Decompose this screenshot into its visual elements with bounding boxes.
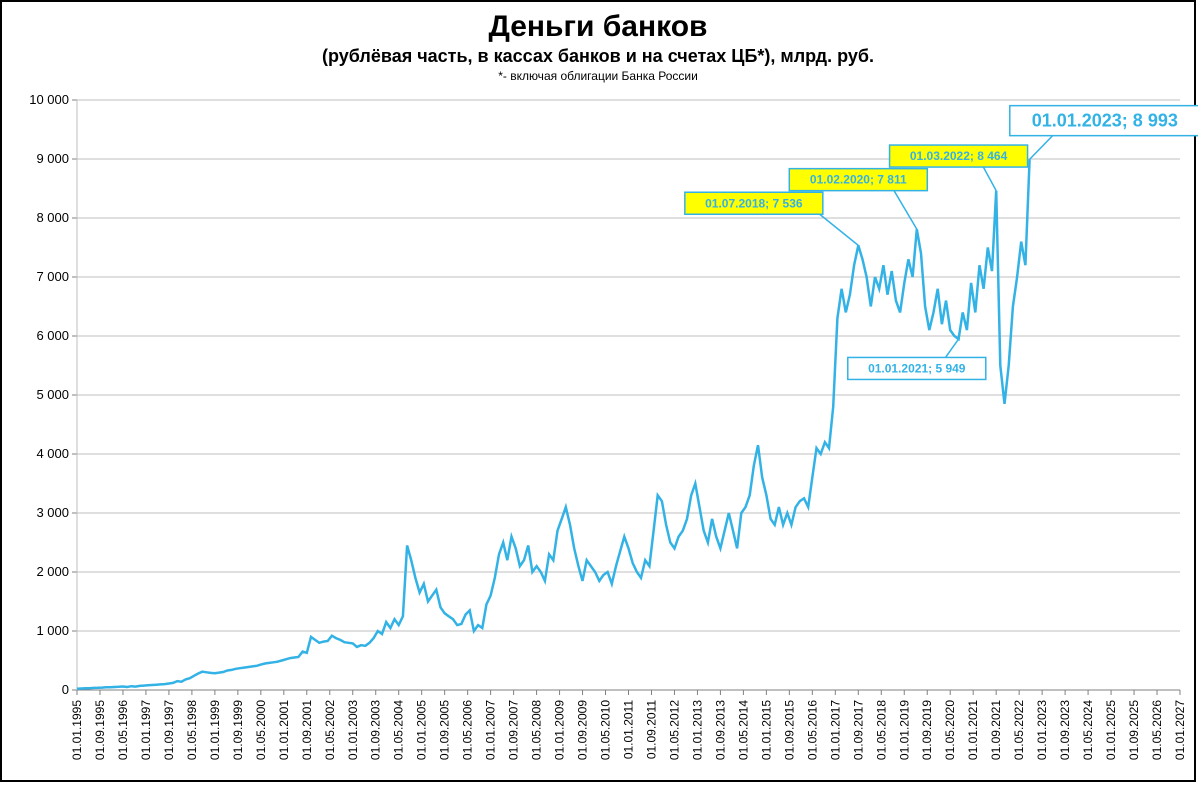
svg-text:9 000: 9 000 [36,151,69,166]
svg-text:01.01.2021: 01.01.2021 [966,700,980,760]
svg-text:01.01.1999: 01.01.1999 [208,700,222,760]
svg-text:6 000: 6 000 [36,328,69,343]
svg-text:01.09.1997: 01.09.1997 [162,700,176,760]
svg-text:01.01.2003: 01.01.2003 [346,700,360,760]
svg-text:01.01.2019: 01.01.2019 [897,700,911,760]
svg-text:01.01.1995: 01.01.1995 [70,700,84,760]
svg-text:01.05.2008: 01.05.2008 [530,700,544,760]
chart-plot: 0 1 000 2 000 3 000 4 000 5 000 6 000 7 000 8 00… [2,2,1198,784]
svg-text:01.01.2027: 01.01.2027 [1173,700,1187,760]
svg-text:01.09.2005: 01.09.2005 [438,700,452,760]
svg-text:2 000: 2 000 [36,564,69,579]
svg-text:01.01.2011: 01.01.2011 [622,700,636,759]
svg-text:01.05.2004: 01.05.2004 [392,700,406,760]
chart-container: Деньги банков (рублёвая часть, в кассах … [0,0,1196,782]
svg-text:01.09.2011: 01.09.2011 [644,700,658,759]
svg-text:01.09.2015: 01.09.2015 [782,700,796,760]
svg-text:01.09.1995: 01.09.1995 [93,700,107,760]
svg-text:01.05.2018: 01.05.2018 [874,700,888,760]
svg-text:01.09.2023: 01.09.2023 [1058,700,1072,760]
svg-text:01.05.2000: 01.05.2000 [254,700,268,760]
svg-text:01.09.2017: 01.09.2017 [851,700,865,760]
svg-text:01.05.2002: 01.05.2002 [323,700,337,760]
svg-text:01.09.2003: 01.09.2003 [369,700,383,760]
svg-text:01.01.2005: 01.01.2005 [415,700,429,760]
svg-text:01.05.2026: 01.05.2026 [1150,700,1164,760]
svg-text:01.09.2021: 01.09.2021 [989,700,1003,760]
svg-text:01.05.1996: 01.05.1996 [116,700,130,760]
svg-text:01.05.2010: 01.05.2010 [599,700,613,760]
svg-text:01.02.2020; 7 811: 01.02.2020; 7 811 [810,173,907,187]
svg-text:4 000: 4 000 [36,446,69,461]
svg-text:01.05.2012: 01.05.2012 [667,700,681,760]
svg-text:01.09.2025: 01.09.2025 [1127,700,1141,760]
svg-text:01.01.2015: 01.01.2015 [759,700,773,760]
svg-text:0: 0 [62,682,69,697]
svg-text:01.01.2009: 01.01.2009 [553,700,567,760]
svg-text:01.05.2020: 01.05.2020 [943,700,957,760]
svg-text:01.01.2013: 01.01.2013 [690,700,704,760]
svg-text:01.01.1997: 01.01.1997 [139,700,153,760]
svg-text:01.05.2014: 01.05.2014 [736,700,750,760]
svg-text:01.05.2006: 01.05.2006 [461,700,475,760]
svg-text:01.05.2024: 01.05.2024 [1081,700,1095,760]
svg-text:01.07.2018; 7 536: 01.07.2018; 7 536 [705,196,803,210]
svg-text:1 000: 1 000 [36,623,69,638]
svg-text:01.09.2001: 01.09.2001 [300,700,314,760]
svg-text:01.01.2017: 01.01.2017 [828,700,842,760]
svg-text:01.01.2023; 8 993: 01.01.2023; 8 993 [1032,111,1178,131]
svg-text:01.01.2025: 01.01.2025 [1104,700,1118,760]
svg-text:01.01.2007: 01.01.2007 [484,700,498,760]
svg-text:01.09.2009: 01.09.2009 [576,700,590,760]
svg-text:01.09.2013: 01.09.2013 [713,700,727,760]
svg-text:01.09.2007: 01.09.2007 [507,700,521,760]
svg-text:01.03.2022; 8 464: 01.03.2022; 8 464 [910,149,1008,163]
svg-text:01.05.2016: 01.05.2016 [805,700,819,760]
svg-text:01.09.2019: 01.09.2019 [920,700,934,760]
svg-text:8 000: 8 000 [36,210,69,225]
svg-text:01.05.2022: 01.05.2022 [1012,700,1026,760]
svg-text:5 000: 5 000 [36,387,69,402]
svg-text:7 000: 7 000 [36,269,69,284]
svg-text:01.09.1999: 01.09.1999 [231,700,245,760]
svg-text:10 000: 10 000 [29,92,69,107]
svg-text:01.01.2001: 01.01.2001 [277,700,291,760]
svg-text:01.01.2023: 01.01.2023 [1035,700,1049,760]
svg-text:01.01.2021; 5 949: 01.01.2021; 5 949 [868,361,966,375]
svg-text:3 000: 3 000 [36,505,69,520]
svg-text:01.05.1998: 01.05.1998 [185,700,199,760]
